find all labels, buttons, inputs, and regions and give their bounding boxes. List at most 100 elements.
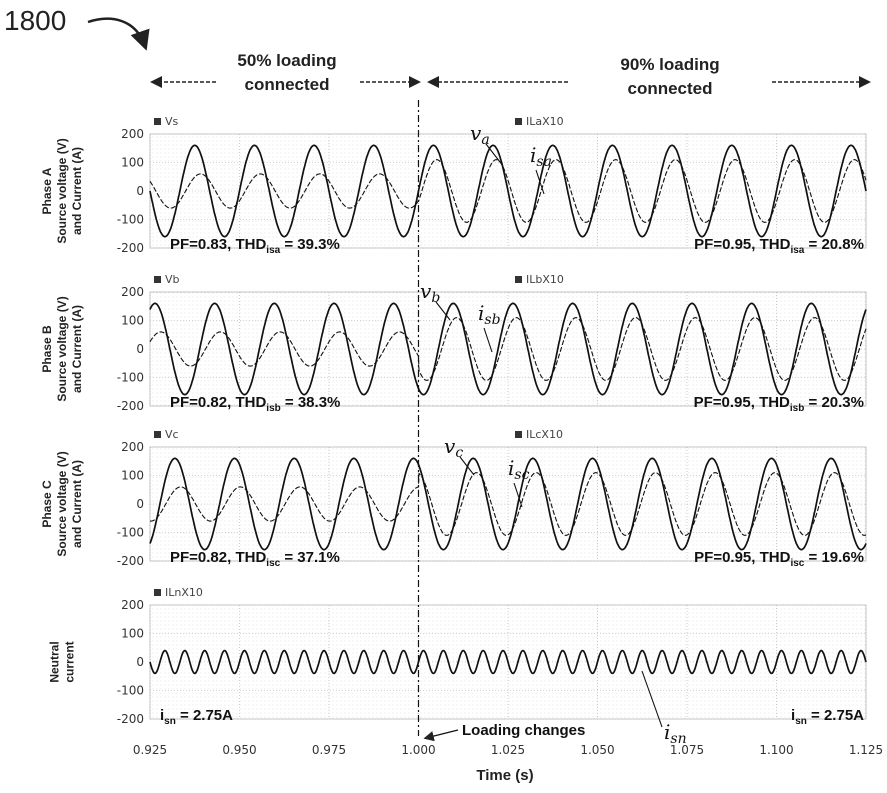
annotation-right: PF=0.95, THDisb = 20.3% [694,394,864,414]
panel-phase-a: 200 100 0 -100 -200 Vs ILaX10 Phase A Source vol… [40,115,867,256]
y-tick-label: -100 [117,371,144,385]
y-axis-label: Neutral current [48,641,77,682]
banner-left-line2: connected [244,75,329,94]
y-tick-label: -100 [117,213,144,227]
symbol-current: isa [530,143,552,170]
symbol-current-pointer [535,169,545,195]
legend-marker [515,431,522,438]
series-isa [149,159,867,223]
series-isb [149,317,867,381]
symbol-current-pointer [483,327,493,353]
x-tick-label: 1.000 [401,743,435,757]
y-axis-label-line: current [63,641,77,682]
annotation-left: isn = 2.75A [160,707,233,727]
y-axis-label-line: Source voltage (V) [55,451,69,556]
y-axis-label: Phase C Source voltage (V) and Current (A) [40,451,84,556]
y-tick-label: 200 [121,127,144,141]
legend-right: ILcX10 [526,428,563,441]
y-axis-label-line: and Current (A) [70,147,84,235]
symbol-current-pointer [513,482,523,508]
y-axis-label-line: Phase B [40,325,54,373]
x-tick-label: 1.025 [491,743,525,757]
symbol-voltage: va [470,121,490,148]
legend-marker [515,118,522,125]
annotation-right: isn = 2.75A [791,707,864,727]
x-tick-label: 0.950 [222,743,256,757]
y-axis-label-line: and Current (A) [70,460,84,548]
legend-marker [154,118,161,125]
figure-label: 1800 [4,5,66,36]
x-axis-title: Time (s) [476,767,533,784]
y-axis-label-line: Phase A [40,167,54,214]
symbol-voltage: vb [420,279,440,306]
x-tick-label: 1.075 [670,743,704,757]
y-tick-label: 200 [121,440,144,454]
y-axis-label-line: Neutral [48,641,62,682]
y-tick-label: -100 [117,526,144,540]
legend-right: ILbX10 [526,273,564,286]
annotation-left: PF=0.83, THDisa = 39.3% [170,236,340,256]
symbol-current: isn [664,720,687,747]
y-tick-label: 100 [121,627,144,641]
banner-right-line2: connected [627,79,712,98]
y-tick-label: -100 [117,684,144,698]
y-axis-label-line: Phase C [40,480,54,528]
y-tick-label: 100 [121,156,144,170]
y-tick-label: 0 [136,342,144,356]
symbol-voltage-pointer [459,456,475,476]
y-axis-label-line: and Current (A) [70,305,84,393]
y-tick-label: 200 [121,598,144,612]
y-tick-label: -200 [117,554,144,568]
y-tick-label: 0 [136,655,144,669]
legend-left: Vb [165,273,180,286]
series-vb [149,302,867,396]
figure-label-arrow [87,17,150,51]
series-vc [149,457,867,551]
annotation-right: PF=0.95, THDisa = 20.8% [694,236,864,256]
y-tick-label: 100 [121,469,144,483]
banner-left-line1: 50% loading [237,51,336,70]
x-tick-labels: 0.925 0.950 0.975 1.000 1.025 1.050 1.075 1.100… [133,743,883,757]
x-tick-label: 0.975 [312,743,346,757]
legend-left: Vc [165,428,179,441]
y-tick-label: -200 [117,399,144,413]
annotation-left: PF=0.82, THDisb = 38.3% [170,394,340,414]
legend-marker [515,276,522,283]
y-axis-label: Phase B Source voltage (V) and Current (A) [40,296,84,401]
x-tick-label: 1.100 [759,743,793,757]
y-tick-label: 0 [136,497,144,511]
panel-neutral-current: 200 100 0 -100 -200 ILnX10 Neutral current isn =… [48,586,867,747]
symbol-voltage-pointer [435,301,451,321]
annotation-right: PF=0.95, THDisc = 19.6% [694,549,864,569]
symbol-voltage: vc [444,434,463,461]
y-tick-label: 0 [136,184,144,198]
legend-right: ILaX10 [526,115,564,128]
y-tick-label: 100 [121,314,144,328]
x-tick-label: 0.925 [133,743,167,757]
symbol-current: isc [508,456,530,483]
symbol-current-pointer [641,670,663,728]
series-isn [149,649,867,675]
series-isc [149,472,867,536]
y-axis-label: Phase A Source voltage (V) and Current (A) [40,138,84,243]
symbol-current: isb [478,301,501,328]
legend-marker [154,276,161,283]
loading-change-arrow [423,729,459,742]
legend-left: Vs [165,115,179,128]
y-axis-label-line: Source voltage (V) [55,138,69,243]
y-axis-label-line: Source voltage (V) [55,296,69,401]
x-tick-label: 1.125 [849,743,883,757]
symbol-voltage-pointer [485,143,501,163]
legend-marker [154,589,161,596]
legend-left: ILnX10 [165,586,203,599]
annotation-left: PF=0.82, THDisc = 37.1% [170,549,340,569]
y-tick-label: -200 [117,712,144,726]
panel-phase-b: 200 100 0 -100 -200 Vb ILbX10 Phase B Source vol… [40,273,867,414]
loading-change-label: Loading changes [462,722,585,739]
panel-phase-c: 200 100 0 -100 -200 Vc ILcX10 Phase C Source vol… [40,428,867,569]
y-tick-label: -200 [117,241,144,255]
legend-marker [154,431,161,438]
y-tick-label: 200 [121,285,144,299]
